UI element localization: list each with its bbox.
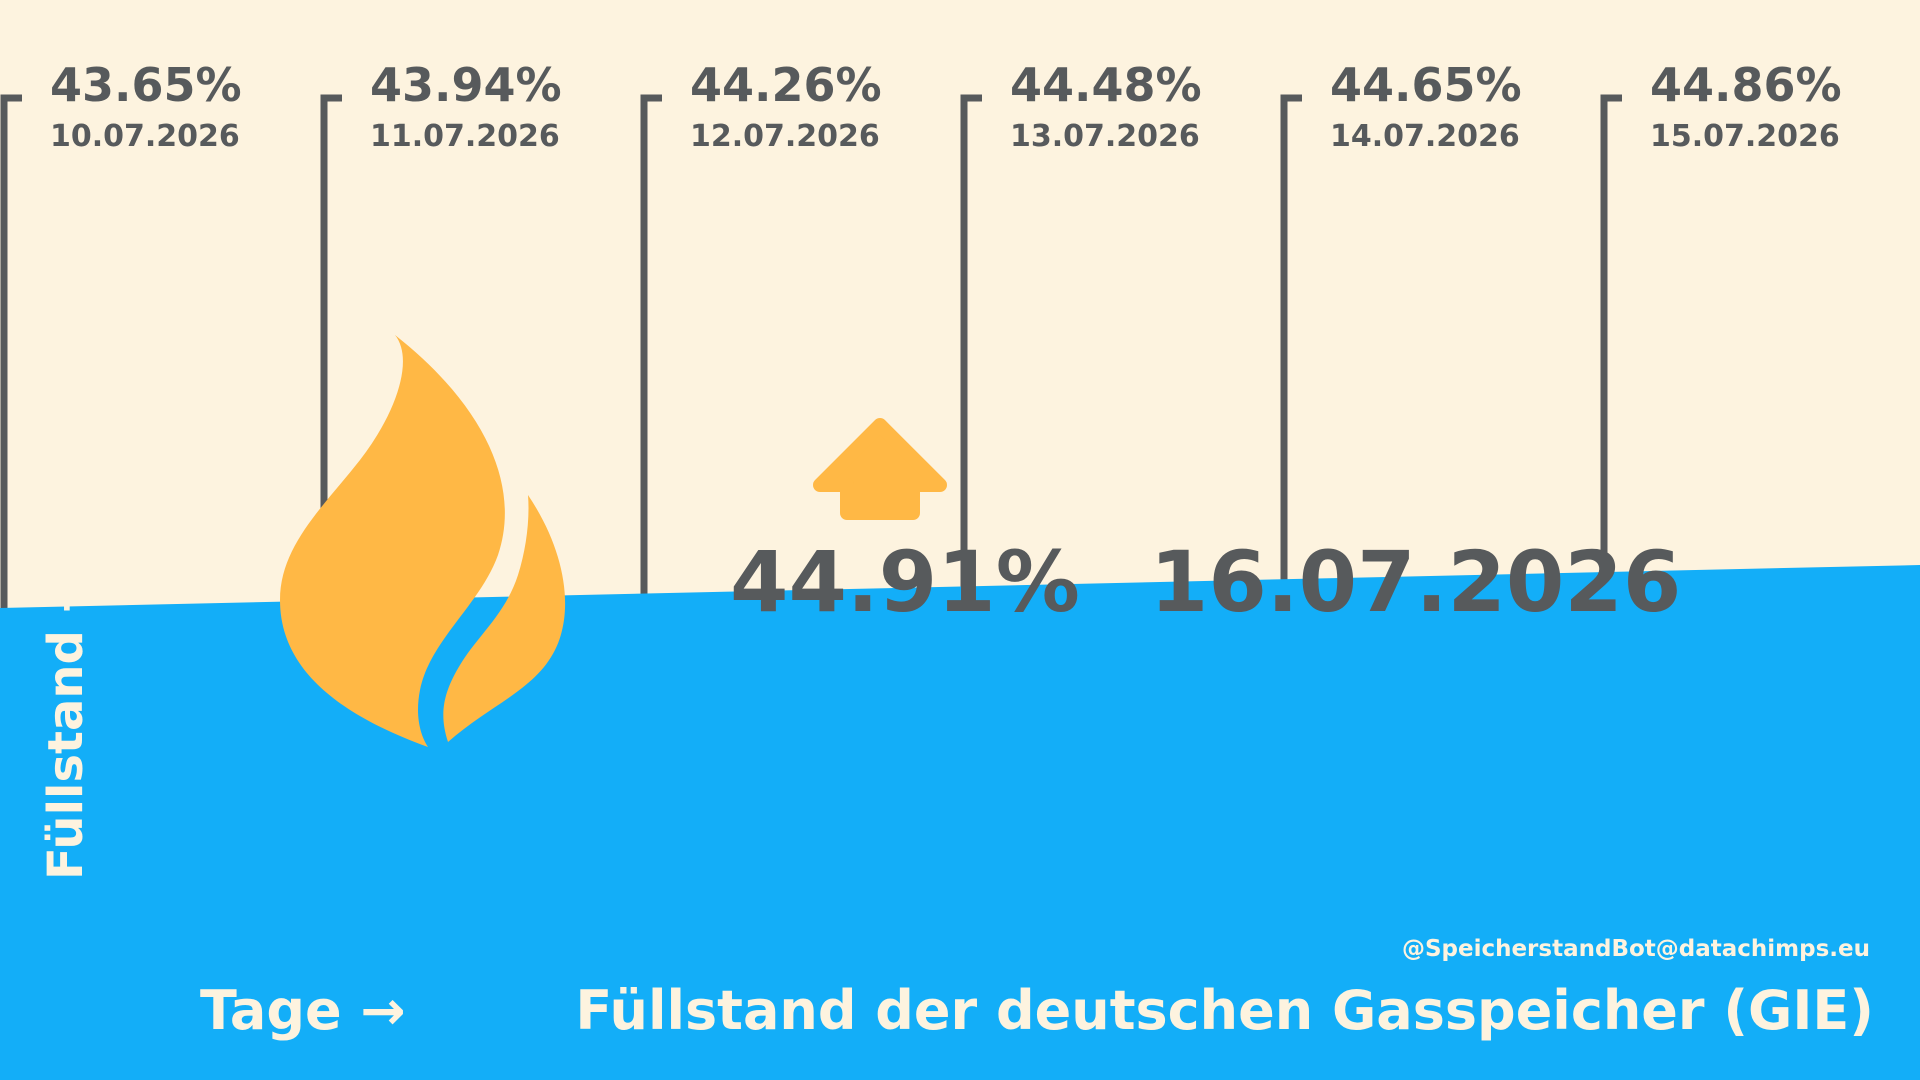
bracket-4 [960, 94, 982, 640]
current-date: 16.07.2026 [1149, 533, 1682, 631]
date-label: 14.07.2026 [1330, 119, 1520, 154]
date-label: 15.07.2026 [1650, 119, 1840, 154]
value-label: 43.65% [50, 58, 242, 112]
value-label: 44.26% [690, 58, 882, 112]
y-axis-label: Füllstand → [38, 573, 94, 880]
date-label: 12.07.2026 [690, 119, 880, 154]
credit: @SpeicherstandBot@datachimps.eu [1401, 936, 1870, 962]
bracket-5 [1280, 94, 1302, 640]
flame-icon [280, 335, 566, 747]
bracket-2 [320, 94, 342, 640]
bracket-1 [0, 94, 22, 640]
bracket-6 [1600, 94, 1622, 640]
value-label: 44.48% [1010, 58, 1202, 112]
bracket-3 [640, 94, 662, 640]
history-brackets [0, 94, 1622, 640]
up-arrow-icon [813, 418, 947, 520]
value-label: 44.65% [1330, 58, 1522, 112]
current-value: 44.91% [730, 533, 1080, 631]
date-label: 10.07.2026 [50, 119, 240, 154]
value-label: 43.94% [370, 58, 562, 112]
current-reading: 44.91% 16.07.2026 [730, 540, 1681, 624]
date-label: 13.07.2026 [1010, 119, 1200, 154]
chart-title: Füllstand der deutschen Gasspeicher (GIE… [575, 979, 1874, 1042]
date-label: 11.07.2026 [370, 119, 560, 154]
x-axis-label: Tage → [200, 979, 406, 1042]
value-label: 44.86% [1650, 58, 1842, 112]
